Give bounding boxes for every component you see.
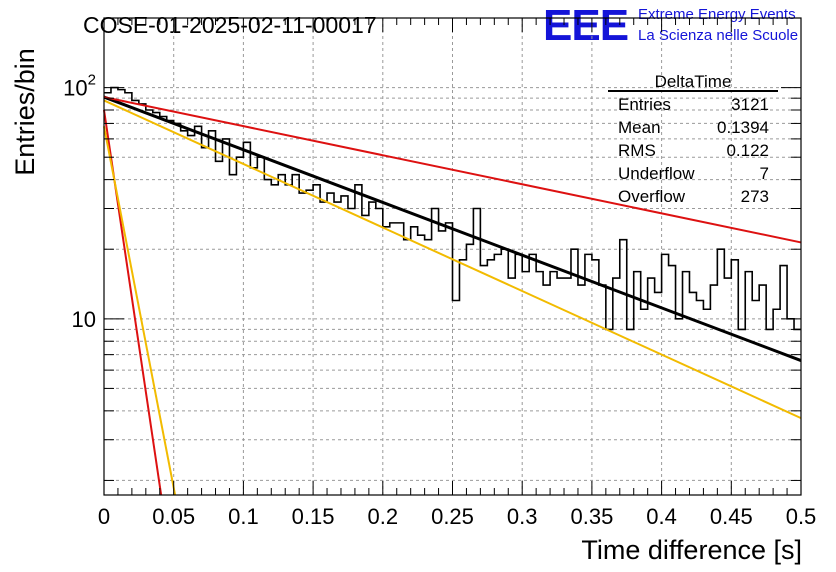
fit-curve-4 [103,126,177,496]
logo-line-1: Extreme Energy Events [638,6,796,23]
x-tick-label: 0.5 [786,504,817,529]
x-tick-label: 0.3 [507,504,538,529]
fit-curve-2 [103,99,802,420]
x-axis-label: Time difference [s] [581,535,802,565]
stats-box: DeltaTime Entries 3121 Mean 0.1394 RMS 0… [608,72,778,206]
stats-label-rms: RMS [618,141,656,160]
x-tick-label: 0.45 [710,504,753,529]
stats-value-underflow: 7 [760,164,769,183]
x-tick-label: 0.1 [228,504,259,529]
x-tick-label: 0.35 [570,504,613,529]
y-tick-label: 102 [63,72,96,101]
stats-value-mean: 0.1394 [717,118,769,137]
fit-curve-1 [103,96,802,244]
stats-label-mean: Mean [618,118,661,137]
stats-title: DeltaTime [655,72,732,91]
stats-value-entries: 3121 [731,95,769,114]
x-tick-label: 0 [98,504,110,529]
stats-label-overflow: Overflow [618,187,686,206]
stats-label-entries: Entries [618,95,671,114]
stats-value-overflow: 273 [741,187,769,206]
y-axis-label: Entries/bin [10,48,40,176]
logo-line-2: La Scienza nelle Scuole [638,27,798,44]
x-tick-label: 0.25 [431,504,474,529]
histogram-series [104,86,801,331]
fit-curve-0 [103,95,802,362]
logo-mark: EEE [543,1,628,50]
x-tick-label: 0.15 [292,504,335,529]
x-tick-label: 0.05 [152,504,195,529]
y-tick-label: 10 [72,307,96,332]
x-tick-label: 0.4 [646,504,677,529]
plot-area [103,86,802,496]
stats-value-rms: 0.122 [726,141,769,160]
axis-ticks: 0 0.05 0.1 0.15 0.2 0.25 0.3 0.35 0.4 0.45 0.5 10 10… [63,17,817,529]
x-tick-label: 0.2 [368,504,399,529]
eee-logo: EEE Extreme Energy Events La Scienza nel… [543,1,798,50]
stats-label-underflow: Underflow [618,164,695,183]
